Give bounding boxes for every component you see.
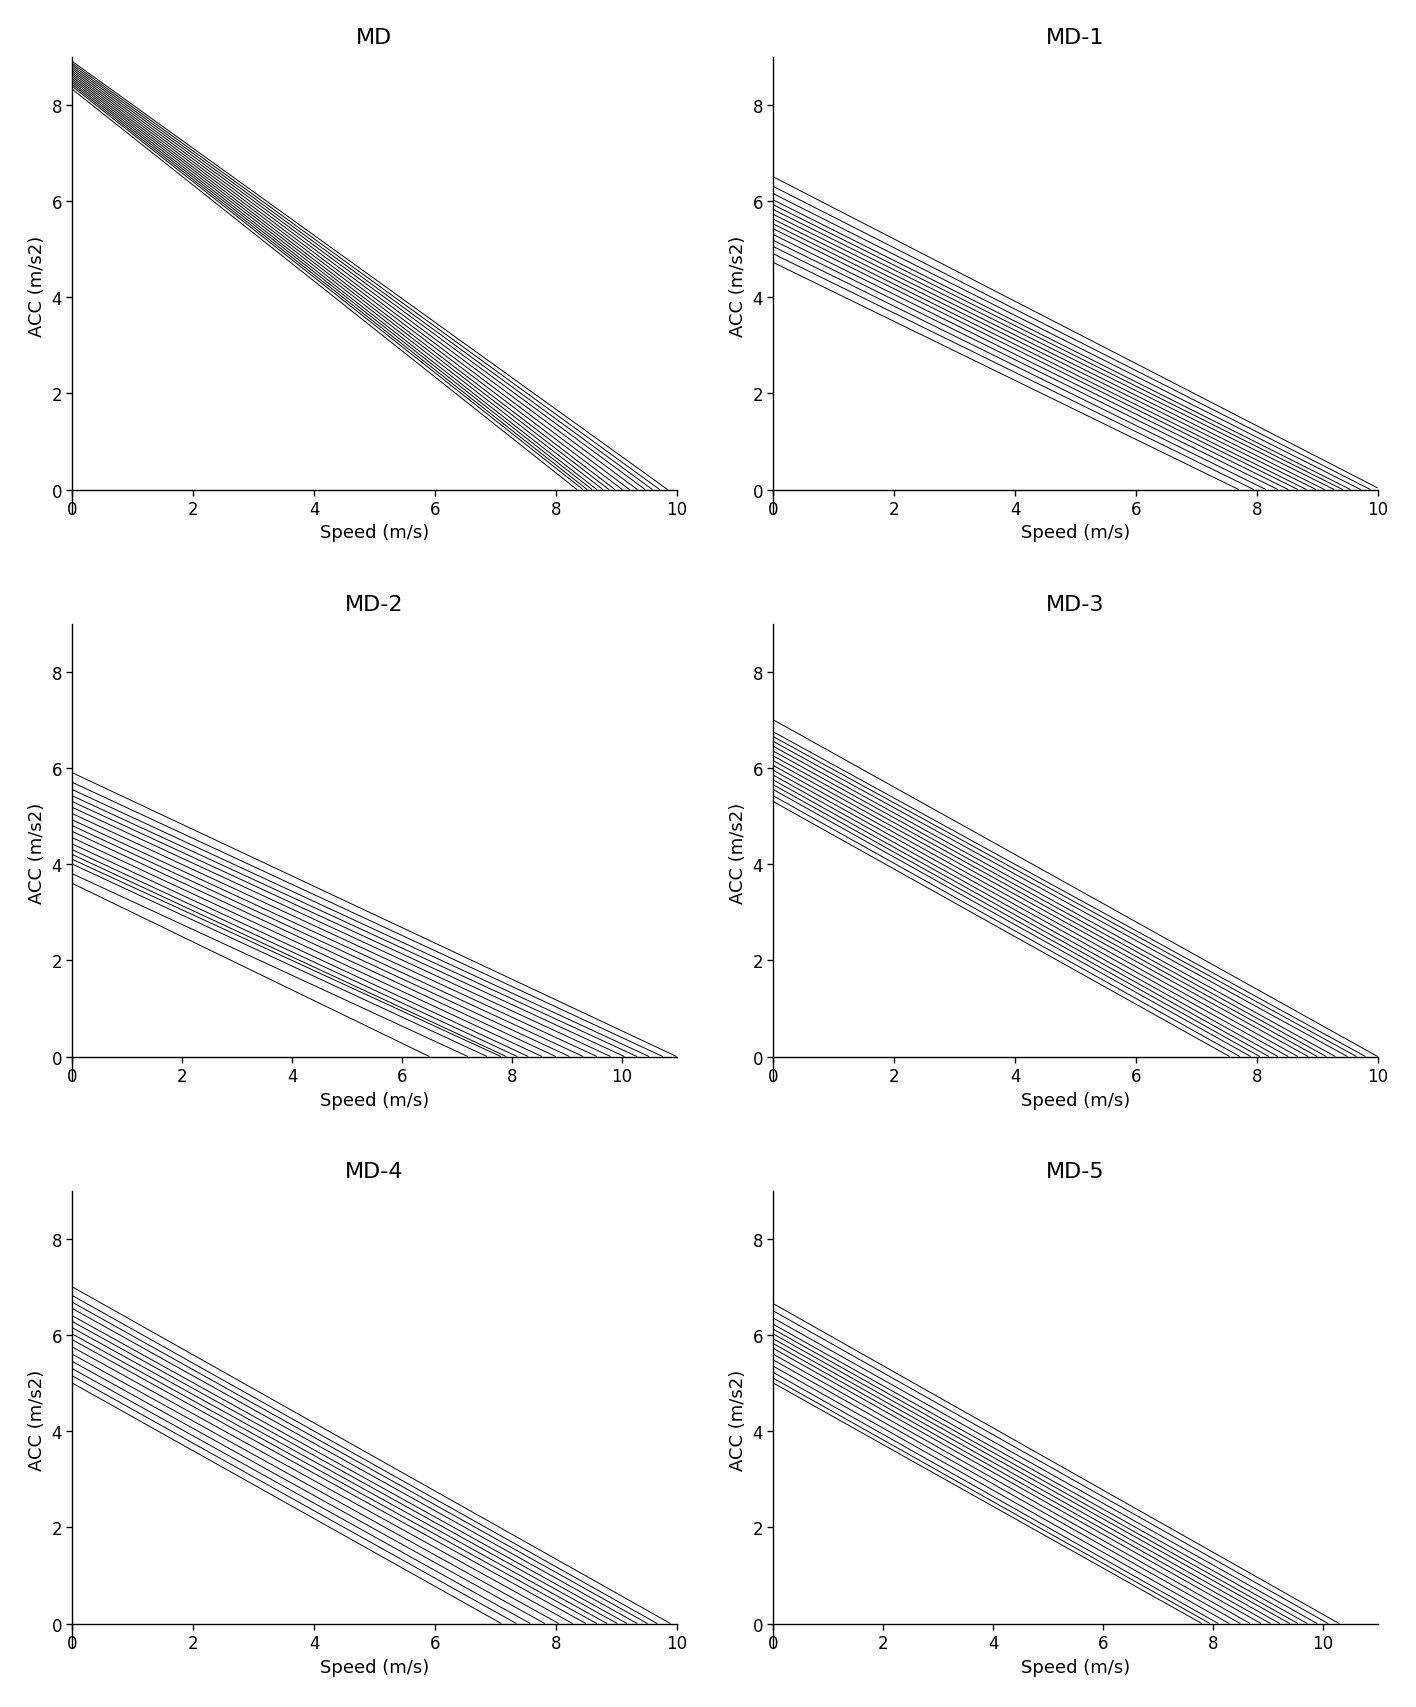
X-axis label: Speed (m/s): Speed (m/s) [320,1091,429,1110]
Y-axis label: ACC (m/s2): ACC (m/s2) [28,802,45,903]
Title: MD-3: MD-3 [1046,594,1104,615]
Title: MD-2: MD-2 [346,594,404,615]
Y-axis label: ACC (m/s2): ACC (m/s2) [729,236,746,336]
Y-axis label: ACC (m/s2): ACC (m/s2) [28,1369,45,1470]
Y-axis label: ACC (m/s2): ACC (m/s2) [28,236,45,336]
X-axis label: Speed (m/s): Speed (m/s) [1021,1091,1130,1110]
Title: MD-4: MD-4 [346,1161,404,1181]
X-axis label: Speed (m/s): Speed (m/s) [1021,524,1130,543]
Title: MD-5: MD-5 [1046,1161,1104,1181]
Y-axis label: ACC (m/s2): ACC (m/s2) [729,1369,746,1470]
Title: MD: MD [357,27,392,48]
Title: MD-1: MD-1 [1046,27,1104,48]
X-axis label: Speed (m/s): Speed (m/s) [320,1657,429,1676]
X-axis label: Speed (m/s): Speed (m/s) [320,524,429,543]
X-axis label: Speed (m/s): Speed (m/s) [1021,1657,1130,1676]
Y-axis label: ACC (m/s2): ACC (m/s2) [729,802,746,903]
